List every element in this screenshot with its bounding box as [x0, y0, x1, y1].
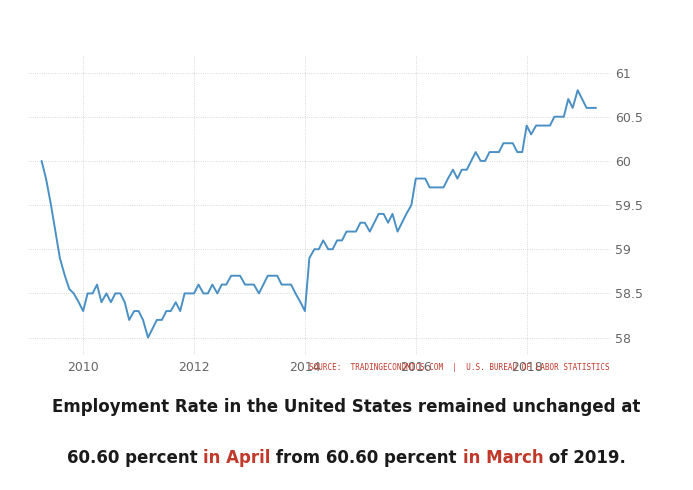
Text: 60.60 percent: 60.60 percent — [67, 449, 203, 467]
Text: Employment Rate in the United States remained unchanged at: Employment Rate in the United States rem… — [52, 398, 641, 416]
Text: in April: in April — [203, 449, 270, 467]
Text: SOURCE:  TRADINGECONOMICS.COM  |  U.S. BUREAU OF LABOR STATISTICS: SOURCE: TRADINGECONOMICS.COM | U.S. BURE… — [309, 364, 610, 372]
Text: from 60.60 percent: from 60.60 percent — [270, 449, 463, 467]
Text: of 2019.: of 2019. — [543, 449, 626, 467]
Text: United States Employment Rate: United States Employment Rate — [184, 14, 509, 32]
Text: in March: in March — [463, 449, 543, 467]
